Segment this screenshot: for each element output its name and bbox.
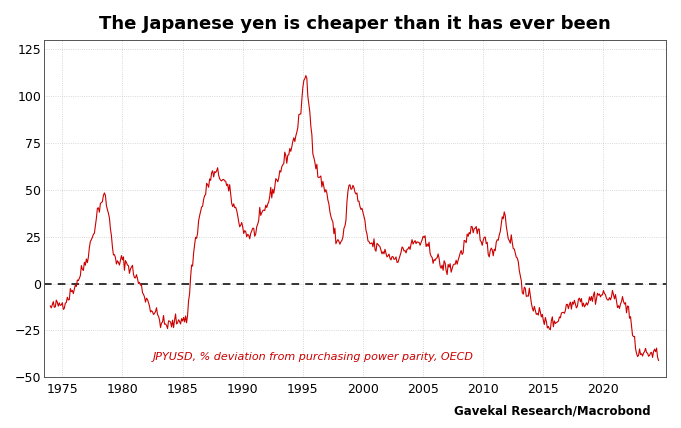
Text: Gavekal Research/Macrobond: Gavekal Research/Macrobond — [454, 404, 650, 417]
Text: JPYUSD, % deviation from purchasing power parity, OECD: JPYUSD, % deviation from purchasing powe… — [153, 353, 473, 363]
Title: The Japanese yen is cheaper than it has ever been: The Japanese yen is cheaper than it has … — [99, 15, 611, 33]
